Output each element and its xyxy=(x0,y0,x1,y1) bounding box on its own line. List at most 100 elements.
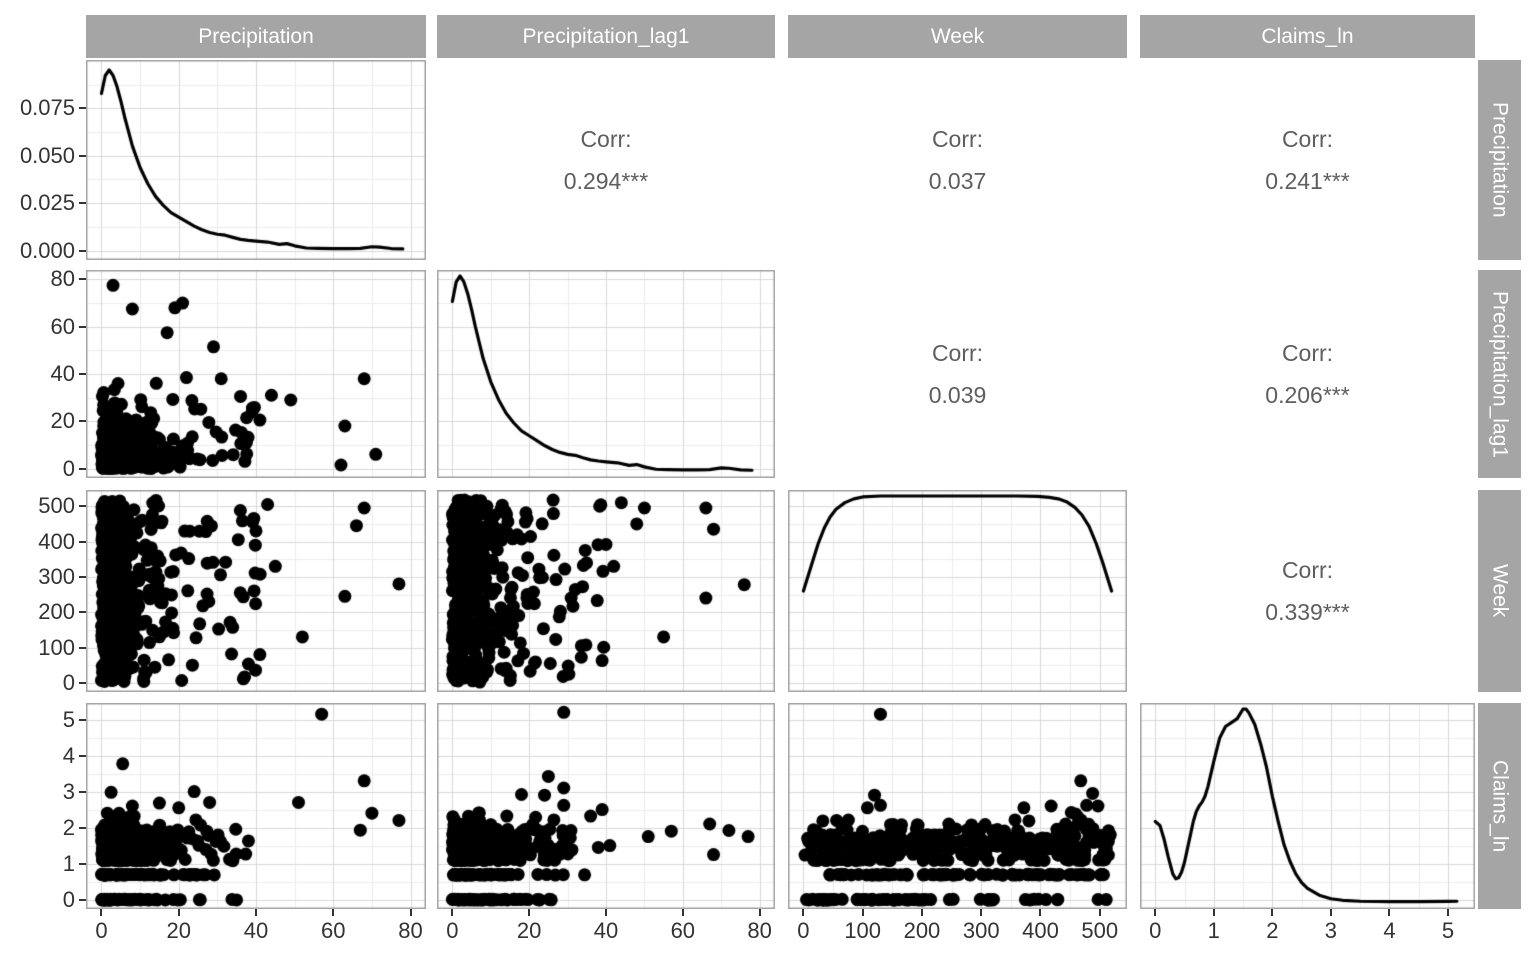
x-axis-tick xyxy=(861,909,864,916)
strip-right-label: Week xyxy=(1488,564,1512,618)
strip-right-precipitation-lag1: Precipitation_lag1 xyxy=(1478,270,1521,478)
y-axis-tick-label: 0.025 xyxy=(19,190,75,216)
x-axis-tick-label: 500 xyxy=(1081,918,1119,943)
strip-right-precipitation: Precipitation xyxy=(1478,60,1521,260)
y-axis-tick xyxy=(79,826,86,829)
x-axis-tick xyxy=(802,909,805,916)
y-axis-tick xyxy=(79,420,86,423)
x-axis-tick-label: 40 xyxy=(593,918,619,943)
y-axis-tick-label: 40 xyxy=(50,361,75,386)
y-axis-tick-label: 0 xyxy=(62,886,75,912)
panel-corr-precipitation-vs-claims-ln: Corr: 0.241*** xyxy=(1140,60,1475,260)
x-axis-tick-label: 200 xyxy=(903,918,941,943)
y-axis-tick xyxy=(79,249,86,252)
corr-value: 0.039 xyxy=(928,382,987,408)
panel-claims-ln-density xyxy=(1140,703,1475,909)
strip-right-label: Precipitation xyxy=(1488,102,1512,218)
y-axis-tick-label: 0.075 xyxy=(19,95,75,121)
strip-top-label: Week xyxy=(930,24,985,48)
y-axis-tick xyxy=(79,154,86,157)
x-axis-tick xyxy=(920,909,923,916)
x-axis-tick-label: 0 xyxy=(95,918,108,943)
y-axis-tick-label: 80 xyxy=(50,266,75,292)
corr-label: Corr: xyxy=(931,340,984,366)
corr-label: Corr: xyxy=(1281,126,1334,152)
x-axis-tick xyxy=(1271,909,1274,916)
panel-corr-week-vs-claims-ln: Corr: 0.339*** xyxy=(1140,490,1475,692)
panel-corr-precipitation-lag1-vs-claims-ln: Corr: 0.206*** xyxy=(1140,270,1475,478)
panel-claims-ln-vs-precipitation-scatter xyxy=(86,703,426,909)
y-axis-tick-label: 20 xyxy=(50,408,75,434)
panel-precipitation-lag1-vs-precipitation-scatter xyxy=(86,270,426,478)
x-axis-tick-label: 1 xyxy=(1207,918,1220,943)
y-axis-tick-label: 300 xyxy=(38,563,75,589)
strip-top-label: Precipitation xyxy=(198,24,314,48)
y-axis-tick xyxy=(79,718,86,721)
strip-top-precipitation: Precipitation xyxy=(86,15,426,58)
x-axis-tick xyxy=(177,909,180,916)
x-axis-tick xyxy=(681,909,684,916)
corr-value: 0.339*** xyxy=(1265,599,1350,625)
y-axis-tick-label: 100 xyxy=(38,634,75,660)
x-axis-tick-label: 40 xyxy=(243,918,269,943)
x-axis-tick-label: 400 xyxy=(1022,918,1059,943)
x-axis-tick-label: 20 xyxy=(516,918,542,943)
x-axis-tick xyxy=(1388,909,1391,916)
y-axis-tick-label: 0 xyxy=(62,455,75,481)
x-axis-tick-label: 60 xyxy=(321,918,346,943)
corr-label: Corr: xyxy=(580,126,632,152)
y-axis-tick xyxy=(79,202,86,205)
x-axis-tick xyxy=(758,909,761,916)
y-axis-tick-label: 0 xyxy=(62,669,75,695)
y-axis-tick xyxy=(79,575,86,578)
y-axis-tick xyxy=(79,325,86,328)
x-axis-tick-label: 5 xyxy=(1441,918,1455,943)
corr-value: 0.241*** xyxy=(1265,168,1350,194)
panel-precipitation-density xyxy=(86,60,426,260)
corr-value: 0.037 xyxy=(928,168,987,194)
x-axis-tick xyxy=(1098,909,1101,916)
y-axis-tick-label: 2 xyxy=(62,814,75,840)
x-axis-tick-label: 20 xyxy=(166,918,191,943)
x-axis-tick-label: 4 xyxy=(1383,918,1396,943)
x-axis-tick-label: 60 xyxy=(670,918,696,943)
x-axis-tick-label: 0 xyxy=(446,918,459,943)
strip-right-label: Precipitation_lag1 xyxy=(1488,290,1512,458)
strip-right-week: Week xyxy=(1478,490,1521,692)
y-axis-tick xyxy=(79,278,86,281)
y-axis-tick-label: 4 xyxy=(62,742,75,768)
panel-corr-precipitation-lag1-vs-week: Corr: 0.039 xyxy=(788,270,1127,478)
y-axis-tick-label: 200 xyxy=(38,599,75,625)
panel-week-vs-precipitation-scatter xyxy=(86,490,426,692)
corr-label: Corr: xyxy=(931,126,984,152)
corr-value: 0.294*** xyxy=(563,168,649,194)
panel-week-density xyxy=(788,490,1127,692)
x-axis-tick xyxy=(451,909,454,916)
x-axis-tick xyxy=(409,909,412,916)
y-axis-tick xyxy=(79,754,86,757)
y-axis-tick xyxy=(79,505,86,508)
x-axis-tick xyxy=(1212,909,1215,916)
x-axis-tick-label: 300 xyxy=(962,918,1000,943)
x-axis-tick-label: 80 xyxy=(398,918,423,943)
panel-week-vs-precipitation-lag1-scatter xyxy=(437,490,775,692)
y-axis-tick-label: 60 xyxy=(50,313,75,339)
x-axis-tick-label: 0 xyxy=(797,918,810,943)
x-axis-tick-label: 0 xyxy=(1149,918,1162,943)
y-axis-tick xyxy=(79,646,86,649)
panel-claims-ln-vs-precipitation-lag1-scatter xyxy=(437,703,775,909)
strip-right-claims-ln: Claims_ln xyxy=(1478,703,1521,909)
panel-corr-precipitation-vs-precipitation-lag1: Corr: 0.294*** xyxy=(437,60,775,260)
x-axis-tick xyxy=(1039,909,1042,916)
y-axis-tick xyxy=(79,467,86,470)
x-axis-tick xyxy=(1447,909,1450,916)
x-axis-tick-label: 100 xyxy=(844,918,882,943)
y-axis-tick xyxy=(79,611,86,614)
strip-right-label: Claims_ln xyxy=(1488,759,1512,853)
strip-top-label: Precipitation_lag1 xyxy=(522,24,690,48)
x-axis-tick xyxy=(100,909,103,916)
y-axis-tick xyxy=(79,681,86,684)
y-axis-tick-label: 0.000 xyxy=(19,237,75,263)
y-axis-tick xyxy=(79,898,86,901)
